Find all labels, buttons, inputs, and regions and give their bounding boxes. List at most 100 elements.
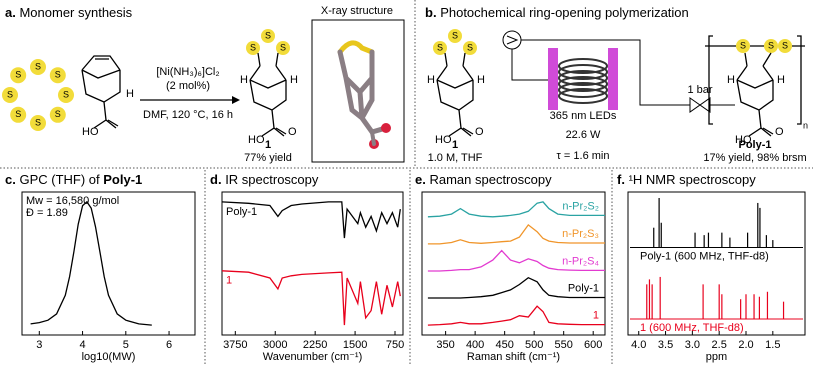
atom-label: S [740, 40, 746, 50]
tubing [511, 39, 641, 81]
atom-label: S [250, 42, 256, 52]
atom-label: S [280, 42, 286, 52]
panel-label: a. [5, 5, 16, 20]
legend-label: 1 (600 MHz, THF-d8) [640, 322, 744, 334]
spectrum-line [427, 305, 605, 326]
tubing [639, 70, 735, 106]
panel-label: c. [5, 172, 16, 187]
legend-label: 1 [226, 275, 232, 287]
atom-label: S [782, 40, 788, 50]
legend-label: 1 [593, 310, 599, 322]
x-tick-label: 3.0 [685, 339, 700, 351]
legend-label: Poly-1 [568, 282, 599, 294]
atom-label: H [777, 74, 785, 86]
pressure: 1 bar [687, 84, 712, 96]
panel-header: f. ¹H NMR spectroscopy [617, 172, 756, 187]
plot-frame [221, 191, 404, 336]
sulfur-atom [49, 67, 66, 84]
atom-label: S [265, 30, 271, 40]
xray-title: X-ray structure [321, 5, 393, 17]
legend-label: n-Pr₂S₃ [562, 228, 599, 240]
x-tick-label: 500 [525, 339, 543, 351]
panel-header: a. Monomer synthesis [5, 5, 133, 20]
panel-title-emphasis: Poly-1 [103, 172, 142, 187]
norbornene: H HO [81, 55, 134, 138]
legend-label: n-Pr₂S₄ [562, 255, 599, 267]
power: 22.6 W [566, 129, 601, 141]
panel-header: e. Raman spectroscopy [415, 172, 552, 187]
atom-label: S [7, 89, 13, 99]
x-tick-label: 4.0 [631, 339, 646, 351]
atom-label: S [452, 30, 458, 40]
atom-label: O [775, 126, 784, 138]
atom-label: S [15, 70, 21, 80]
x-tick-label: 5 [123, 339, 129, 351]
x-tick-label: 600 [584, 339, 602, 351]
panel-label: f. [617, 172, 625, 187]
atom-label: S [35, 61, 41, 71]
compound-name: Poly-1 [738, 139, 771, 151]
x-tick-label: 1500 [343, 339, 367, 351]
spectrum-line [221, 201, 401, 239]
atom-label: HO [435, 134, 452, 146]
x-tick-label: 3000 [263, 339, 287, 351]
reagent: [Ni(NH₃)₆]Cl₂ [156, 66, 219, 78]
spectrum-line [427, 276, 605, 299]
sulfur-atom [30, 115, 46, 131]
sulfur-atom [58, 87, 74, 103]
atom-label: S [63, 89, 69, 99]
x-tick-label: 2250 [303, 339, 327, 351]
legend-label: n-Pr₂S₂ [562, 200, 599, 212]
panel-header: b. Photochemical ring-opening polymeriza… [425, 5, 689, 20]
panel-title: Photochemical ring-opening polymerizatio… [440, 5, 689, 20]
x-axis-label: ppm [706, 351, 727, 363]
sulfur-atom [10, 106, 27, 123]
plot-frame [627, 191, 806, 336]
legend-label: Poly-1 (600 MHz, THF-d8) [640, 250, 769, 262]
yield: 77% yield [244, 152, 292, 164]
solution: 1.0 M, THF [428, 152, 483, 164]
sulfur-atom [10, 67, 27, 84]
atom-label: S [35, 117, 41, 127]
panel-header: c. GPC (THF) of Poly-1 [5, 172, 142, 187]
compound-number: 1 [452, 139, 458, 151]
reactor-coil [548, 48, 618, 110]
atom-label: S [55, 109, 61, 119]
pump-icon [506, 35, 519, 45]
panel-header: d. IR spectroscopy [210, 172, 319, 187]
spectrum-line [427, 201, 605, 218]
atom-label: H [126, 88, 134, 100]
atom-label: HO [82, 126, 99, 138]
spectrum-line [427, 223, 605, 245]
x-tick-label: 2.0 [738, 339, 753, 351]
x-tick-label: 2.5 [712, 339, 727, 351]
x-tick-label: 3.5 [658, 339, 673, 351]
panel-label: e. [415, 172, 426, 187]
x-tick-label: 3 [36, 339, 42, 351]
residence-time: τ = 1.6 min [557, 150, 610, 162]
atom-label: H [477, 74, 485, 86]
atom-label: H [290, 74, 298, 86]
polymer: S S S H H HO O n [705, 35, 808, 146]
x-tick-label: 550 [554, 339, 572, 351]
reagent: (2 mol%) [166, 80, 210, 92]
x-tick-label: 6 [166, 339, 172, 351]
atom-label: H [240, 74, 248, 86]
panel-title: IR spectroscopy [225, 172, 319, 187]
legend-label: Poly-1 [226, 206, 257, 218]
atom-label: S [15, 109, 21, 119]
atom-label: S [467, 42, 473, 52]
annotation: Mw = 16,580 g/mol [26, 195, 119, 207]
atom-label: H [727, 74, 735, 86]
x-tick-label: 400 [466, 339, 484, 351]
sulfur-atom [49, 106, 66, 123]
x-tick-label: 750 [386, 339, 404, 351]
conditions: DMF, 120 °C, 16 h [143, 109, 233, 121]
x-tick-label: 350 [436, 339, 454, 351]
sulfur-atom [30, 59, 46, 75]
atom-label: O [288, 126, 297, 138]
compound-number: 1 [265, 139, 271, 151]
